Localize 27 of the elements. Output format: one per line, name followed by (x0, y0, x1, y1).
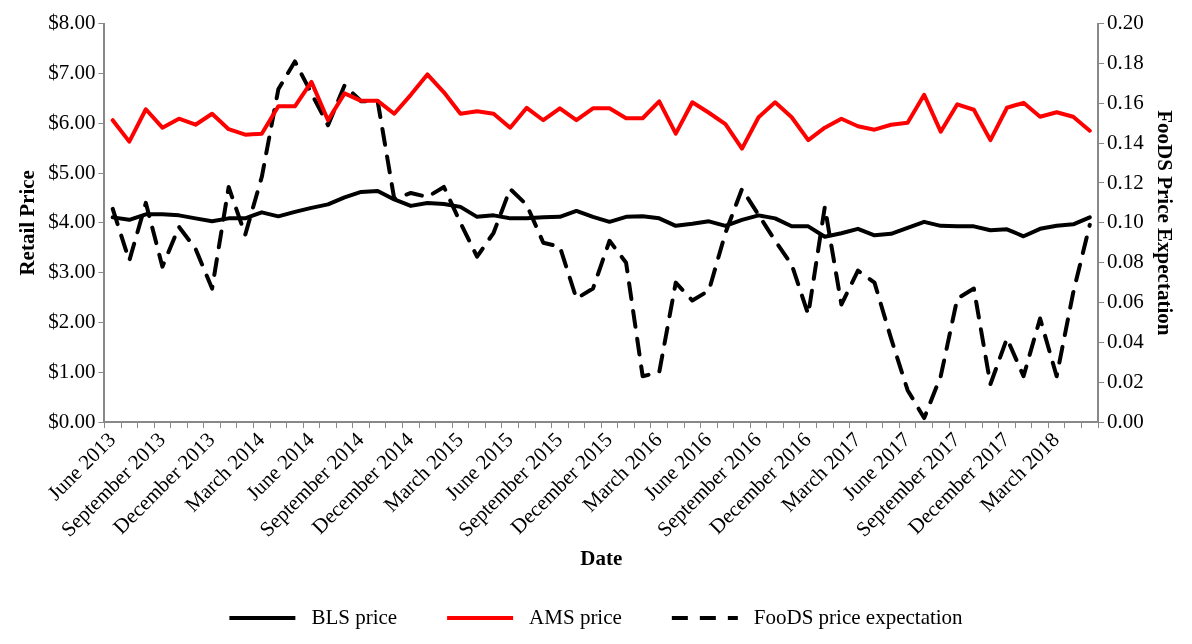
legend-label: AMS price (529, 604, 622, 629)
y2-axis-title: FooDS Price Expectation (1152, 110, 1177, 336)
y-tick-label: $0.00 (48, 408, 96, 433)
y-tick-label: $8.00 (48, 10, 96, 35)
y-tick-label: $3.00 (48, 259, 96, 284)
y-tick-label: $5.00 (48, 159, 96, 184)
legend-label: BLS price (311, 604, 398, 629)
y2-tick-label: 0.20 (1107, 10, 1144, 35)
y2-tick-label: 0.08 (1107, 249, 1144, 274)
y-tick-label: $7.00 (48, 59, 96, 84)
y2-tick-label: 0.02 (1107, 368, 1144, 393)
y2-tick-label: 0.00 (1107, 408, 1144, 433)
y2-tick-label: 0.04 (1107, 328, 1145, 353)
y2-tick-label: 0.18 (1107, 49, 1144, 74)
y2-tick-label: 0.14 (1107, 129, 1145, 154)
y-tick-label: $1.00 (48, 358, 96, 383)
y2-tick-label: 0.16 (1107, 89, 1144, 114)
legend-label: FooDS price expectation (753, 604, 964, 629)
y2-tick-label: 0.06 (1107, 289, 1144, 314)
line-series (110, 59, 1092, 421)
y-tick-label: $2.00 (48, 308, 96, 333)
y-tick-label: $4.00 (48, 209, 96, 234)
y-tick-label: $6.00 (48, 109, 96, 134)
y-axis-title: Retail Price (15, 170, 40, 276)
x-axis-title: Date (580, 545, 623, 570)
y2-tick-label: 0.10 (1107, 209, 1144, 234)
y2-tick-label: 0.12 (1107, 169, 1144, 194)
